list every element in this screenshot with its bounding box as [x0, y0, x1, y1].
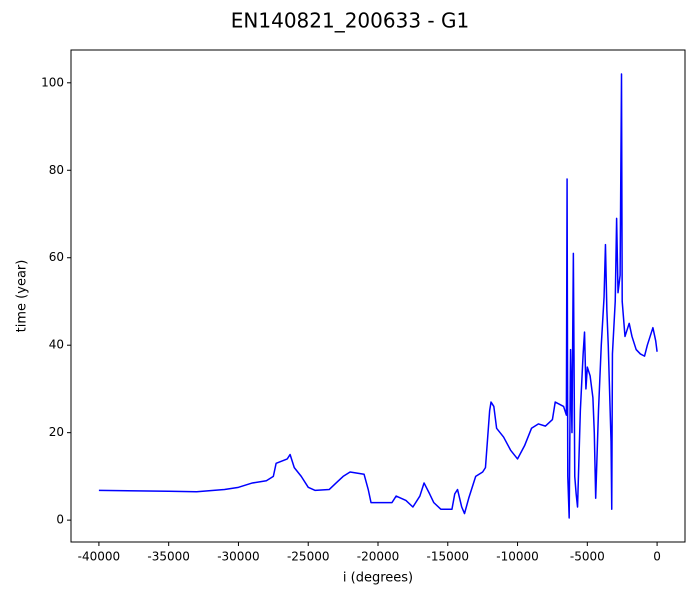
x-tick-label: -10000 — [496, 550, 539, 564]
x-tick-label: -40000 — [78, 550, 121, 564]
y-axis-label: time (year) — [15, 260, 30, 333]
y-tick-label: 60 — [49, 250, 64, 264]
x-tick-label: 0 — [653, 550, 661, 564]
x-tick-label: -35000 — [147, 550, 190, 564]
x-tick-label: -15000 — [427, 550, 470, 564]
chart-title: EN140821_200633 - G1 — [231, 9, 469, 33]
y-tick-label: 0 — [56, 513, 64, 527]
x-axis-label: i (degrees) — [343, 571, 413, 586]
y-tick-label: 100 — [41, 75, 64, 89]
x-tick-label: -30000 — [217, 550, 260, 564]
x-tick-label: -5000 — [570, 550, 605, 564]
x-tick-label: -25000 — [287, 550, 330, 564]
x-tick-label: -20000 — [357, 550, 400, 564]
plot-frame — [70, 49, 686, 543]
y-tick-label: 80 — [49, 163, 64, 177]
data-line — [98, 73, 658, 519]
y-tick-label: 20 — [49, 425, 64, 439]
y-tick-label: 40 — [49, 338, 64, 352]
